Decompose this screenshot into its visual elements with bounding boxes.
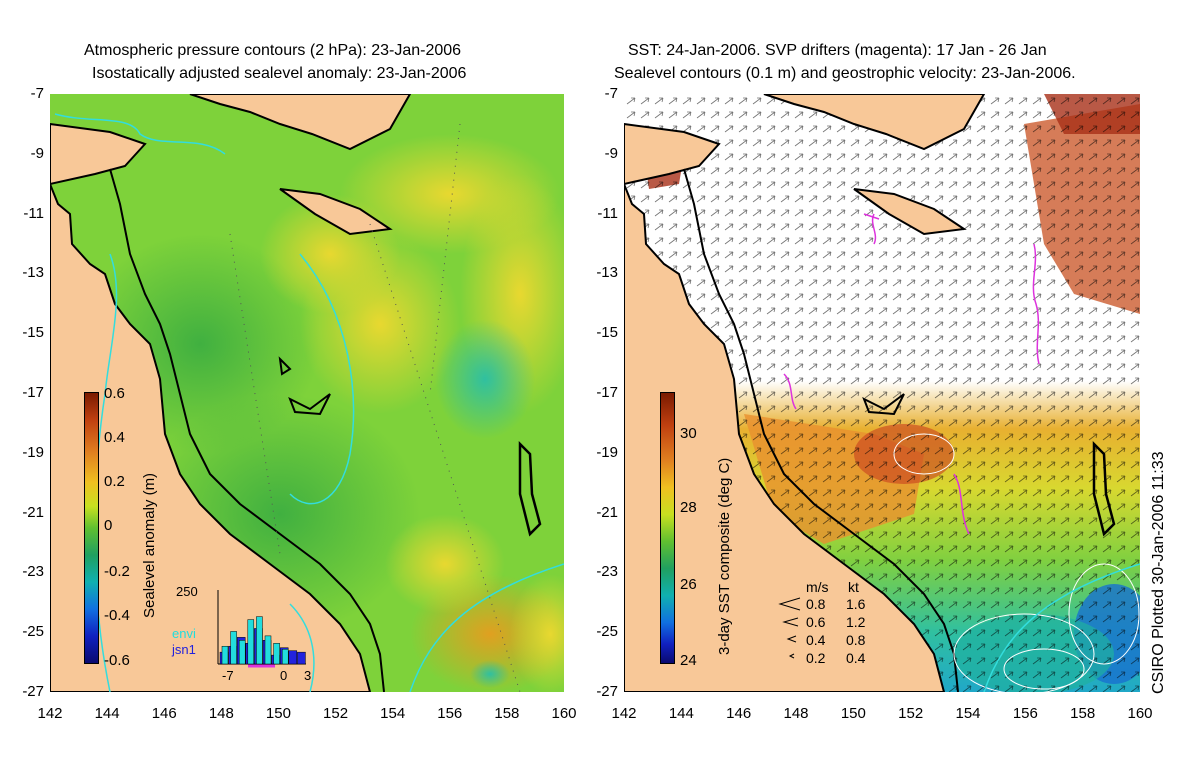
lon-tick-label: 146 [726, 705, 752, 722]
right-title-line2: Sealevel contours (0.1 m) and geostrophi… [614, 65, 1076, 82]
right-title-line1: SST: 24-Jan-2006. SVP drifters (magenta)… [628, 42, 1047, 59]
histogram-bar-envi [238, 640, 246, 665]
histogram-bar-envi [221, 645, 229, 665]
lat-tick-label: -7 [30, 85, 44, 102]
lon-tick-label: 156 [1012, 705, 1038, 722]
lat-tick-label: -17 [22, 384, 44, 401]
left-title-line2: Isostatically adjusted sealevel anomaly:… [92, 65, 467, 82]
lat-tick-label: -23 [596, 563, 618, 581]
lon-tick-label: 152 [898, 705, 924, 722]
lat-tick-label: -9 [604, 144, 618, 162]
velocity-scale-row-2-kt: 0.8 [846, 632, 866, 648]
sst-colorbar [660, 392, 675, 664]
lon-tick-label: 154 [955, 705, 981, 722]
sealevel-colorbar-tick-0: 0.6 [104, 385, 125, 402]
histogram-x-tick-0: -7 [222, 668, 234, 683]
lon-tick-label: 160 [551, 705, 577, 722]
histogram-bar-envi [230, 631, 237, 665]
lat-tick-label: -7 [604, 85, 618, 102]
sealevel-colorbar-tick-5: -0.4 [104, 607, 130, 624]
lon-tick-label: 144 [94, 705, 120, 722]
sealevel-colorbar-tick-4: -0.2 [104, 563, 130, 580]
sealevel-anomaly-map [50, 94, 564, 692]
sst-colorbar-tick-2: 26 [680, 576, 697, 593]
lat-tick-label: -25 [22, 623, 44, 641]
velocity-scale-row-0-kt: 1.6 [846, 596, 866, 612]
sst-colorbar-tick-0: 30 [680, 425, 697, 442]
lat-tick-label: -27 [22, 683, 44, 700]
lat-tick-label: -23 [22, 563, 44, 581]
lat-tick-label: -11 [597, 204, 618, 222]
lat-tick-label: -9 [30, 144, 44, 162]
lat-tick-label: -27 [596, 683, 618, 700]
sealevel-colorbar-tick-2: 0.2 [104, 473, 125, 490]
velocity-scale-row-2-ms: 0.4 [806, 632, 826, 648]
lon-tick-label: 152 [323, 705, 349, 722]
velocity-scale-row-3-kt: 0.4 [846, 650, 866, 666]
sst-colorbar-label: 3-day SST composite (deg C) [716, 457, 733, 655]
lon-tick-label: 148 [783, 705, 809, 722]
velocity-scale-arrows [778, 597, 801, 659]
sealevel-colorbar-tick-1: 0.4 [104, 429, 125, 446]
lat-tick-label: -19 [22, 443, 44, 461]
lat-tick-label: -15 [596, 324, 618, 342]
histogram-bar-envi [273, 643, 280, 665]
lon-tick-label: 158 [494, 705, 520, 722]
histogram-bar-envi [247, 619, 255, 665]
sst-colorbar-tick-3: 24 [680, 652, 697, 669]
lon-tick-label: 150 [840, 705, 866, 722]
lat-tick-label: -13 [22, 264, 44, 282]
velocity-scale-row-1-ms: 0.6 [806, 614, 826, 630]
histogram-bar-envi [256, 616, 263, 665]
lat-tick-label: -15 [22, 324, 44, 342]
sealevel-colorbar-tick-6: -0.6 [104, 652, 130, 669]
histogram-bar-envi [264, 635, 272, 665]
plot-credit: CSIRO Plotted 30-Jan-2006 11:33 [1150, 451, 1167, 694]
lon-tick-label: 150 [265, 705, 291, 722]
lat-tick-label: -19 [596, 443, 618, 461]
histogram-bar-envi [281, 648, 289, 665]
sst-colorbar-tick-1: 28 [680, 499, 697, 516]
lon-tick-label: 146 [151, 705, 177, 722]
lon-tick-label: 158 [1070, 705, 1096, 722]
lon-tick-label: 144 [668, 705, 694, 722]
velocity-scale-header-kt: kt [848, 579, 859, 595]
velocity-scale-row-1-kt: 1.2 [846, 614, 866, 630]
altimeter-histogram: 250 -7 0 3 envi jsn1 [172, 584, 312, 683]
lat-tick-label: -21 [596, 503, 618, 521]
sst-map [624, 94, 1140, 692]
sealevel-colorbar-tick-3: 0 [104, 517, 113, 534]
lat-tick-label: -11 [23, 204, 44, 222]
velocity-scale-header-ms: m/s [806, 579, 829, 595]
lat-tick-label: -13 [596, 264, 618, 282]
sealevel-colorbar-label: Sealevel anomaly (m) [141, 472, 158, 618]
histogram-legend-jsn1: jsn1 [172, 642, 196, 657]
velocity-scale-row-3-ms: 0.2 [806, 650, 826, 666]
histogram-ymax: 250 [176, 584, 198, 599]
sst-map-graphic [624, 94, 1140, 692]
lon-tick-label: 156 [437, 705, 463, 722]
lon-tick-label: 154 [380, 705, 406, 722]
histogram-bar-jsn1 [297, 651, 306, 665]
sealevel-anomaly-map-graphic [50, 94, 564, 692]
lon-tick-label: 142 [37, 705, 63, 722]
sealevel-colorbar [84, 392, 99, 664]
velocity-scale-row-0-ms: 0.8 [806, 596, 826, 612]
histogram-bar-jsn1 [288, 650, 298, 665]
lon-tick-label: 160 [1127, 705, 1153, 722]
left-title-line1: Atmospheric pressure contours (2 hPa): 2… [84, 42, 462, 59]
lat-tick-label: -21 [22, 503, 44, 521]
lon-tick-label: 148 [208, 705, 234, 722]
histogram-x-tick-1: 0 [280, 668, 288, 683]
lon-tick-label: 142 [611, 705, 637, 722]
histogram-legend-envi: envi [172, 626, 196, 641]
histogram-x-tick-2: 3 [304, 668, 312, 683]
lat-tick-label: -17 [596, 384, 618, 401]
lat-tick-label: -25 [596, 623, 618, 641]
